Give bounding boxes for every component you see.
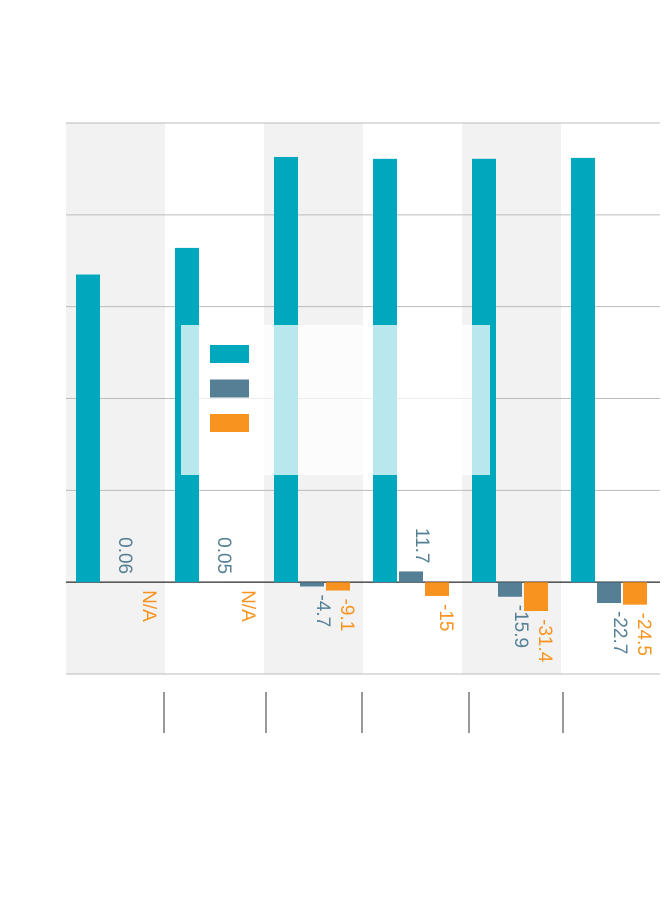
bar (76, 274, 100, 583)
value-label: -22.7 (609, 611, 630, 654)
value-label: -4.7 (312, 594, 333, 627)
bar (524, 582, 548, 612)
legend-swatch (210, 345, 249, 363)
bar (300, 582, 324, 587)
category-separators (163, 692, 564, 733)
value-label: -9.1 (336, 599, 357, 632)
legend-swatch (210, 379, 249, 398)
value-label: 0.05 (213, 537, 234, 574)
bar (425, 582, 449, 596)
legend-swatch (210, 414, 249, 432)
value-label: -24.5 (633, 613, 654, 656)
bar (623, 582, 647, 605)
bar (399, 571, 423, 583)
value-label: 11.7 (411, 528, 432, 564)
value-label: N/A (237, 590, 258, 622)
value-label: N/A (138, 590, 159, 622)
value-label: 0.06 (114, 537, 135, 574)
bar (498, 582, 522, 597)
value-label: -15.9 (510, 605, 531, 648)
bar (571, 157, 595, 583)
bar (326, 582, 350, 591)
value-label: -15 (435, 604, 456, 631)
bar (597, 582, 621, 604)
value-label: -31.4 (534, 619, 555, 663)
